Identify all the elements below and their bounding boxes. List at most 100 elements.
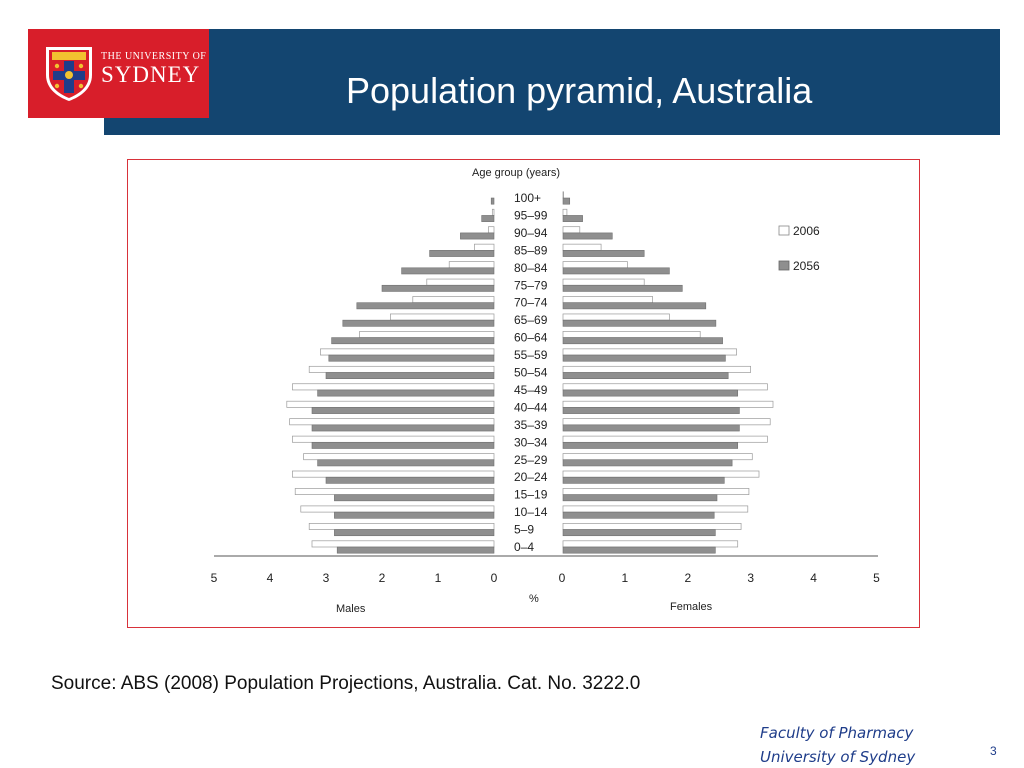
- bar-male-2056-85–89: [429, 250, 495, 257]
- bar-female-2006-55–59: [562, 348, 737, 356]
- bar-male-2056-45–49: [317, 389, 495, 397]
- bar-male-2056-80–84: [401, 267, 495, 275]
- bar-female-2006-10–14: [562, 505, 749, 513]
- chart-frame: 100+ 95–99 90–94 85–89 80–84 75–79 70–74 65–69 6…: [127, 159, 920, 628]
- bar-male-2006-15–19: [294, 488, 495, 496]
- bar-male-2056-70–74: [356, 302, 495, 310]
- x-tick-left-4: 4: [267, 571, 274, 585]
- bar-female-2006-25–29: [562, 453, 753, 461]
- bar-female-2056-30–34: [562, 441, 739, 449]
- bar-male-2056-35–39: [311, 424, 495, 432]
- age-label-45–49: 45–49: [514, 383, 548, 397]
- bar-male-2006-0–4: [311, 540, 495, 548]
- header-bar: Population pyramid, Australia: [104, 29, 1000, 135]
- bar-female-2056-60–64: [562, 337, 723, 345]
- bar-female-2056-15–19: [562, 494, 718, 502]
- bar-male-2056-65–69: [342, 319, 495, 327]
- age-label-90–94: 90–94: [514, 226, 548, 240]
- bar-female-2056-10–14: [562, 511, 715, 519]
- bars-group: [286, 191, 774, 554]
- age-label-70–74: 70–74: [514, 296, 548, 310]
- bar-male-2056-40–44: [311, 407, 495, 414]
- bar-male-2006-95–99: [491, 208, 495, 216]
- x-tick-right-3: 3: [747, 571, 754, 585]
- age-label-35–39: 35–39: [514, 418, 548, 432]
- legend-swatch-2006: [778, 225, 790, 236]
- age-label-40–44: 40–44: [514, 400, 548, 414]
- bar-female-2006-30–34: [562, 435, 768, 443]
- age-label-65–69: 65–69: [514, 313, 548, 327]
- x-tick-right-1: 1: [622, 571, 629, 585]
- bar-male-2056-5–9: [334, 529, 495, 537]
- logo-text-line1: THE UNIVERSITY OF: [101, 51, 207, 62]
- x-tick-left-0: 0: [491, 571, 498, 585]
- age-label-5–9: 5–9: [514, 523, 534, 537]
- bar-female-2056-50–54: [562, 372, 729, 379]
- bar-female-2056-35–39: [562, 424, 740, 432]
- x-tick-left-2: 2: [379, 571, 386, 585]
- bar-female-2056-0–4: [562, 546, 716, 554]
- age-label-30–34: 30–34: [514, 435, 548, 449]
- age-label-85–89: 85–89: [514, 243, 548, 257]
- bar-male-2006-60–64: [359, 331, 495, 338]
- x-tick-right-4: 4: [810, 571, 817, 585]
- bar-male-2006-20–24: [292, 470, 495, 478]
- bar-female-2056-5–9: [562, 529, 716, 537]
- bar-male-2056-75–79: [381, 284, 495, 292]
- bar-male-2056-50–54: [325, 372, 495, 379]
- bar-male-2056-10–14: [334, 511, 495, 519]
- bar-female-2006-65–69: [562, 313, 670, 321]
- bar-female-2006-70–74: [562, 296, 653, 304]
- bar-male-2056-90–94: [460, 232, 495, 240]
- bar-male-2006-85–89: [474, 243, 495, 251]
- x-tick-right-2: 2: [684, 571, 691, 585]
- bar-male-2006-5–9: [308, 523, 495, 530]
- age-label-15–19: 15–19: [514, 488, 548, 502]
- slide-title: Population pyramid, Australia: [346, 70, 813, 111]
- bar-male-2056-0–4: [336, 546, 495, 554]
- bar-male-2056-95–99: [481, 215, 495, 222]
- bar-male-2006-45–49: [292, 383, 495, 391]
- bar-male-2006-70–74: [412, 296, 495, 304]
- bar-female-2006-35–39: [562, 418, 771, 426]
- age-labels-group: 100+ 95–99 90–94 85–89 80–84 75–79 70–74 65–69 6…: [514, 191, 548, 554]
- bar-male-2056-20–24: [325, 476, 495, 484]
- legend-swatch-2056: [778, 260, 790, 271]
- bar-female-2056-80–84: [562, 267, 670, 275]
- bar-female-2006-80–84: [562, 261, 628, 269]
- bar-female-2056-25–29: [562, 459, 733, 467]
- females-label: Females: [670, 601, 713, 613]
- y-axis-title: Age group (years): [472, 167, 560, 179]
- bar-female-2006-90–94: [562, 226, 581, 234]
- bar-female-2006-95–99: [562, 208, 568, 216]
- bar-male-2006-40–44: [286, 400, 495, 408]
- bar-female-2056-95–99: [562, 215, 583, 222]
- age-label-55–59: 55–59: [514, 348, 548, 362]
- x-tick-left-1: 1: [435, 571, 442, 585]
- x-tick-right-5: 5: [873, 571, 880, 585]
- x-tick-left-3: 3: [323, 571, 330, 585]
- bar-male-2006-55–59: [320, 348, 495, 356]
- population-pyramid-chart: 100+ 95–99 90–94 85–89 80–84 75–79 70–74 65–69 6…: [211, 167, 881, 615]
- bar-male-2056-30–34: [311, 441, 495, 449]
- age-label-10–14: 10–14: [514, 505, 548, 519]
- bar-male-2006-10–14: [300, 505, 495, 513]
- age-label-75–79: 75–79: [514, 278, 548, 292]
- bar-female-2006-85–89: [562, 243, 602, 251]
- legend-label-2056: 2056: [793, 259, 820, 273]
- page-number: 3: [990, 744, 997, 758]
- bar-female-2006-15–19: [562, 488, 750, 496]
- bar-female-2056-70–74: [562, 302, 707, 310]
- age-label-50–54: 50–54: [514, 366, 548, 380]
- age-label-80–84: 80–84: [514, 261, 548, 275]
- bar-female-2056-20–24: [562, 476, 725, 484]
- bar-female-2006-5–9: [562, 523, 742, 530]
- x-tick-left-5: 5: [211, 571, 218, 585]
- bar-male-2006-50–54: [308, 365, 495, 373]
- bar-female-2006-100+: [562, 191, 564, 199]
- bar-female-2006-45–49: [562, 383, 768, 391]
- age-label-0–4: 0–4: [514, 540, 534, 554]
- x-ticks-group: 5 4 3 2 1 0 0 1 2 3 4 5: [211, 571, 881, 585]
- age-label-20–24: 20–24: [514, 470, 548, 484]
- bar-male-2006-80–84: [448, 261, 495, 269]
